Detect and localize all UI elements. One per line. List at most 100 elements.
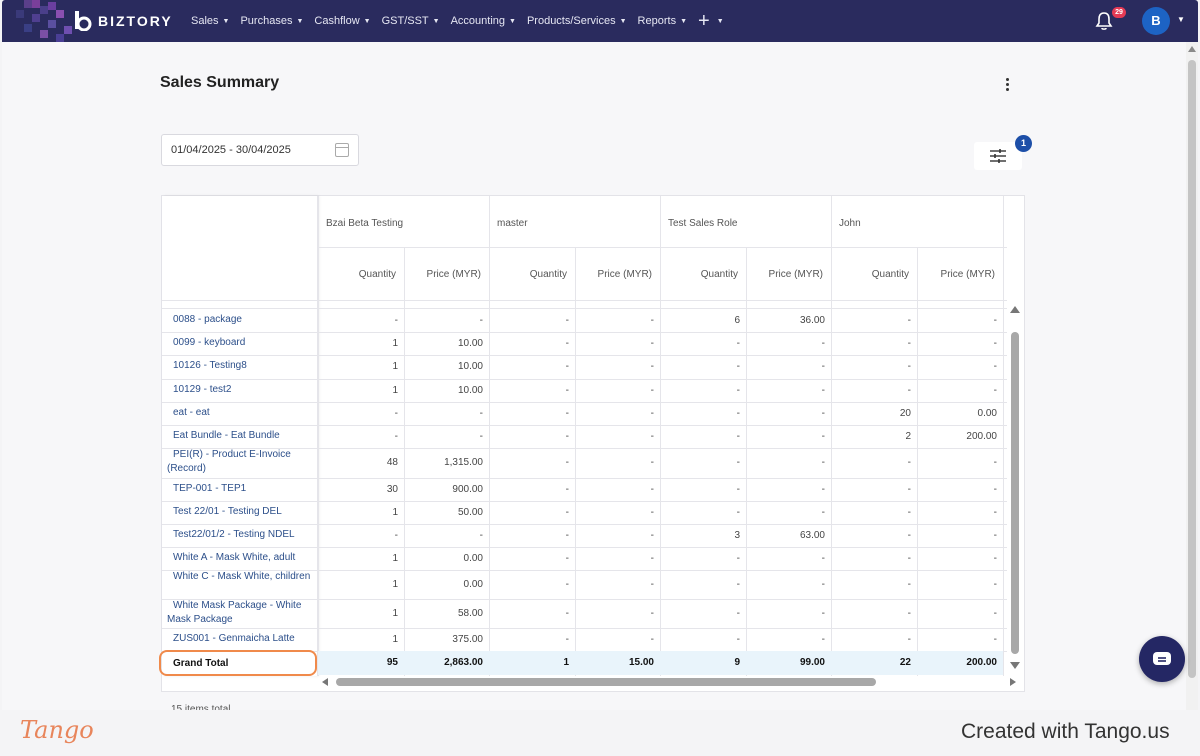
table-cell: - [821, 385, 825, 396]
table-row-label: 0099 - keyboard [173, 337, 246, 348]
row-divider [162, 501, 1007, 502]
chevron-down-icon[interactable]: ▼ [1177, 15, 1185, 24]
column-divider [660, 196, 661, 676]
table-cell: 0.00 [977, 408, 997, 419]
scroll-down-icon[interactable] [1010, 662, 1020, 669]
table-cell: 1,315.00 [444, 457, 483, 468]
table-cell: - [736, 634, 740, 645]
table-cell: - [736, 385, 740, 396]
table-cell: 1 [392, 361, 398, 372]
table-cell: - [479, 408, 483, 419]
scrollbar-thumb[interactable] [336, 678, 876, 686]
row-divider [162, 425, 1007, 426]
nav-label: Purchases [240, 15, 293, 27]
table-cell: - [650, 338, 654, 349]
column-divider [917, 247, 918, 676]
table-cell: - [565, 315, 569, 326]
table-cell: - [479, 431, 483, 442]
column-divider [318, 196, 319, 676]
table-cell: - [993, 530, 997, 541]
table-horizontal-scrollbar[interactable] [318, 676, 1022, 688]
row-label-column [162, 196, 317, 676]
table-cell: - [821, 634, 825, 645]
table-cell: 1 [392, 385, 398, 396]
table-cell: 1 [392, 608, 398, 619]
table-cell: 1 [392, 338, 398, 349]
column-subheader: Quantity [871, 269, 909, 280]
chat-support-button[interactable] [1139, 636, 1185, 682]
table-cell: - [993, 579, 997, 590]
table-cell: 36.00 [799, 315, 825, 326]
nav-quick-add[interactable]: + ▼ [698, 11, 724, 31]
nav-label: Products/Services [526, 15, 616, 27]
table-cell: 20 [899, 408, 911, 419]
table-cell: - [821, 361, 825, 372]
column-group-header: master [497, 218, 528, 229]
table-cell: - [821, 608, 825, 619]
page-title: Sales Summary [160, 74, 280, 91]
table-cell: - [736, 579, 740, 590]
scroll-left-icon[interactable] [322, 678, 328, 686]
notification-count-badge: 29 [1112, 7, 1126, 18]
table-cell: - [394, 530, 398, 541]
plus-icon: + [698, 10, 710, 32]
column-subheader: Price (MYR) [768, 269, 823, 280]
scroll-right-icon[interactable] [1010, 678, 1016, 686]
table-cell: - [993, 315, 997, 326]
decorative-pixel-pattern [16, 0, 72, 42]
table-cell: - [907, 338, 911, 349]
scrollbar-thumb[interactable] [1188, 60, 1196, 678]
bell-icon[interactable] [1095, 11, 1113, 31]
more-options-icon[interactable] [1002, 77, 1012, 93]
table-cell: 10.00 [457, 361, 483, 372]
nav-cashflow[interactable]: Cashflow ▼ [314, 15, 370, 27]
table-cell: - [650, 579, 654, 590]
table-cell: - [907, 553, 911, 564]
grand-total-cell: 2,863.00 [444, 657, 483, 668]
brand-name: BIZTORY [98, 13, 173, 29]
table-cell: - [993, 385, 997, 396]
calendar-icon[interactable] [335, 143, 349, 157]
date-range-picker[interactable]: 01/04/2025 - 30/04/2025 [161, 134, 359, 166]
table-cell: 63.00 [799, 530, 825, 541]
table-cell: - [736, 608, 740, 619]
table-cell: - [821, 553, 825, 564]
row-divider [162, 524, 1007, 525]
nav-products-services[interactable]: Products/Services ▼ [527, 15, 627, 27]
nav-sales[interactable]: Sales ▼ [191, 15, 229, 27]
biztory-logo[interactable]: BIZTORY [74, 10, 173, 32]
table-cell: - [650, 634, 654, 645]
table-row-label: eat - eat [173, 407, 210, 418]
user-avatar[interactable]: B [1142, 7, 1170, 35]
nav-reports[interactable]: Reports ▼ [638, 15, 687, 27]
table-cell: - [993, 361, 997, 372]
table-cell: 1 [392, 634, 398, 645]
scroll-up-icon[interactable] [1188, 46, 1196, 52]
table-cell: - [565, 530, 569, 541]
table-cell: - [565, 408, 569, 419]
table-vertical-scrollbar[interactable] [1008, 300, 1022, 675]
nav-accounting[interactable]: Accounting ▼ [451, 15, 516, 27]
row-divider [162, 355, 1007, 356]
nav-purchases[interactable]: Purchases ▼ [240, 15, 303, 27]
column-subheader: Price (MYR) [426, 269, 481, 280]
scroll-up-icon[interactable] [1010, 306, 1020, 313]
table-cell: - [821, 457, 825, 468]
table-cell: 1 [392, 507, 398, 518]
nav-gst-sst[interactable]: GST/SST ▼ [382, 15, 440, 27]
tango-credit: Created with Tango.us [961, 720, 1170, 743]
table-cell: - [479, 315, 483, 326]
table-cell: 375.00 [452, 634, 483, 645]
table-cell: - [565, 457, 569, 468]
column-divider [317, 196, 318, 676]
table-cell: - [907, 385, 911, 396]
table-row-label: ZUS001 - Genmaicha Latte [173, 633, 295, 644]
table-cell: - [650, 315, 654, 326]
table-row-label: White A - Mask White, adult [173, 552, 296, 563]
nav-label: GST/SST [381, 15, 429, 27]
chevron-down-icon: ▼ [716, 17, 724, 25]
table-cell: - [993, 634, 997, 645]
filter-settings-button[interactable] [974, 142, 1022, 170]
page-scrollbar[interactable] [1186, 42, 1198, 710]
scrollbar-thumb[interactable] [1011, 332, 1019, 654]
